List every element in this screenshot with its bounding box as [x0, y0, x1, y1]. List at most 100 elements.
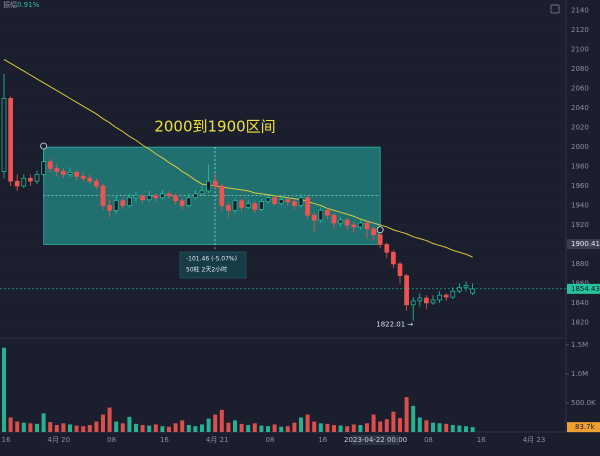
candle-body — [212, 180, 218, 187]
volume-bar — [48, 422, 53, 432]
candle-body — [120, 200, 126, 206]
point-marker — [376, 226, 384, 234]
ma-price-label: 1900.41 — [571, 240, 600, 248]
candle-body — [226, 205, 231, 211]
candle-body — [94, 180, 99, 187]
candle-body — [325, 210, 330, 216]
candle-body — [14, 180, 20, 187]
volume-bar — [345, 426, 350, 432]
candle-body — [74, 172, 79, 177]
candle-body — [140, 195, 145, 201]
candle-body — [470, 288, 475, 294]
candle-body — [265, 197, 271, 202]
candle-body — [437, 294, 442, 301]
volume-tick-label: 1.0M — [571, 370, 588, 378]
y-tick-label: 1860 — [571, 279, 589, 287]
candle-body — [338, 219, 343, 224]
volume-bar — [74, 425, 79, 432]
y-tick-label: 1940 — [571, 202, 589, 210]
volume-bar — [312, 421, 317, 432]
volume-bar — [371, 414, 376, 432]
candle-body — [206, 180, 211, 192]
candle-body — [41, 161, 46, 175]
candle-body — [61, 171, 66, 175]
volume-bar — [173, 423, 178, 432]
last-price-label: 1854.43 — [571, 285, 600, 293]
y-tick-label: 1880 — [571, 260, 589, 268]
candle-body — [298, 197, 304, 206]
x-tick-label: 08 — [424, 436, 433, 444]
volume-tick-label: 1.5M — [571, 341, 588, 349]
x-tick-label: 08 — [107, 436, 116, 444]
settings-icon[interactable] — [550, 4, 560, 14]
volume-bar — [15, 421, 20, 432]
volume-bar — [2, 347, 6, 432]
volume-bar — [351, 424, 356, 432]
y-tick-label: 2100 — [571, 46, 589, 54]
candle-body — [391, 251, 396, 265]
y-tick-label: 1920 — [571, 221, 589, 229]
candle-body — [371, 228, 376, 236]
candle-body — [153, 195, 159, 199]
candle-body — [245, 203, 251, 208]
volume-bar — [87, 425, 92, 432]
volume-bar — [266, 426, 270, 432]
volume-bar — [54, 425, 59, 432]
y-tick-label: 1840 — [571, 299, 589, 307]
volume-bar — [365, 423, 369, 432]
volume-bar — [35, 423, 39, 432]
candle-body — [186, 197, 192, 206]
volume-bar — [186, 425, 191, 432]
candle-body — [232, 200, 238, 211]
candle-body — [100, 185, 106, 206]
volume-bar — [219, 409, 224, 432]
candle-body — [404, 275, 409, 306]
volume-bar — [332, 425, 336, 432]
volume-bar — [391, 411, 396, 432]
volume-bar — [140, 425, 145, 432]
candle-body — [219, 185, 225, 206]
candle-body — [305, 197, 310, 216]
candle-body — [47, 161, 53, 169]
y-tick-label: 1960 — [571, 182, 589, 190]
volume-bar — [160, 426, 165, 432]
measure-box — [179, 251, 247, 279]
y-tick-label: 2040 — [571, 104, 589, 112]
ma-price-tag — [567, 239, 600, 250]
volume-bar — [8, 417, 13, 432]
volume-bar — [127, 416, 132, 432]
volume-bar — [101, 414, 105, 432]
volume-bar — [457, 425, 462, 432]
candle-body — [457, 286, 462, 292]
candle-body — [430, 299, 436, 304]
volume-last-label: 83.7k — [575, 423, 596, 431]
candle-body — [28, 177, 33, 182]
candle-body — [252, 203, 258, 210]
volume-bar — [325, 423, 330, 432]
volume-bar — [470, 427, 475, 432]
volume-bar — [272, 424, 277, 432]
volume-bar — [213, 414, 218, 432]
candle-body — [166, 193, 172, 197]
volume-bar — [226, 422, 231, 432]
low-label: 1822.01 — [376, 320, 405, 328]
volume-bar — [299, 417, 303, 432]
candle-body — [179, 200, 185, 206]
candle-body — [127, 197, 132, 206]
candle-body — [239, 200, 244, 208]
candle-body — [377, 234, 383, 245]
candle-body — [146, 195, 152, 201]
candle-body — [1, 98, 7, 172]
volume-bar — [107, 407, 112, 432]
volume-bar — [193, 426, 198, 432]
volume-bar — [285, 426, 290, 432]
candle-body — [424, 297, 429, 304]
y-tick-label: 2120 — [571, 26, 589, 34]
x-tick-highlight — [351, 435, 400, 445]
low-arrow: → — [407, 320, 413, 328]
measure-span: 50柱 2天2小时 — [186, 266, 227, 274]
point-marker — [40, 142, 47, 150]
candle-body — [285, 199, 291, 202]
candle-body — [173, 195, 178, 201]
